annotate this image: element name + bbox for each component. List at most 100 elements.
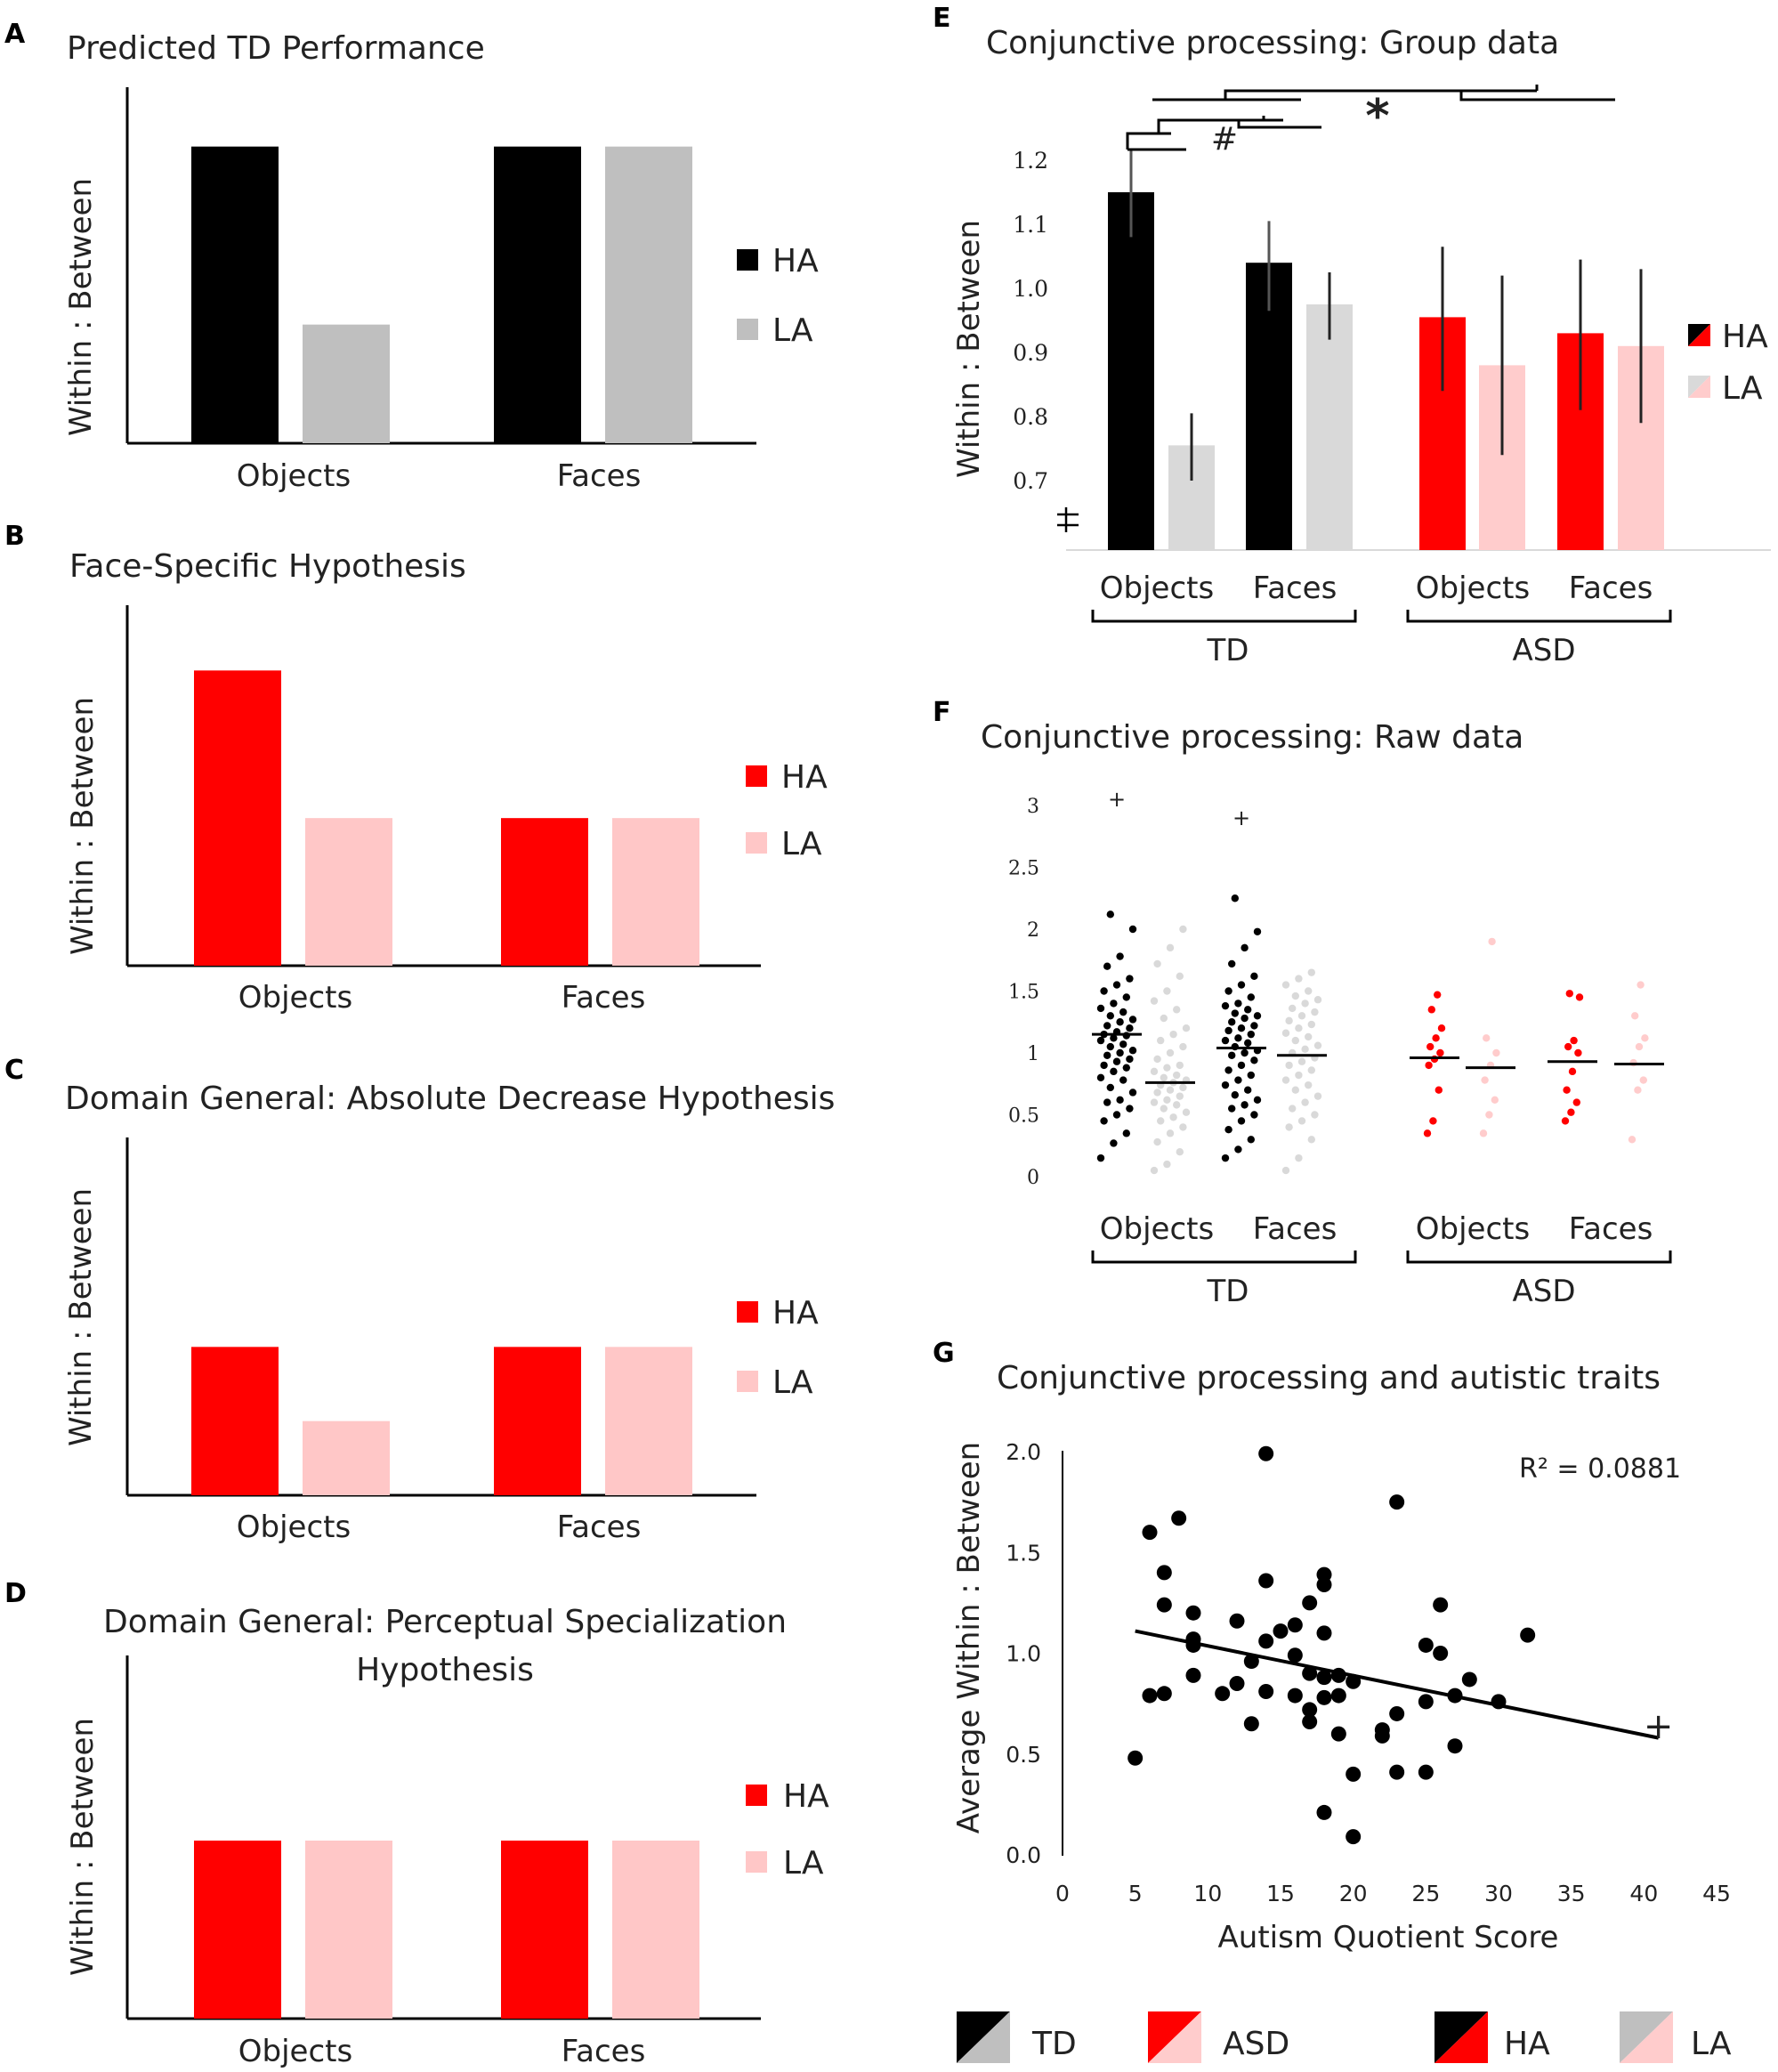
panel-f-point bbox=[1301, 1045, 1309, 1054]
panel-f-point bbox=[1563, 1086, 1571, 1094]
panel-b-bar-objects-la bbox=[305, 818, 392, 966]
panel-b-cat-objects: Objects bbox=[238, 980, 352, 1016]
panel-d-legend-ha: HA bbox=[783, 1778, 829, 1815]
panel-f-point bbox=[1128, 925, 1137, 934]
panel-e-sig-hash: # bbox=[1211, 121, 1238, 158]
panel-f-point bbox=[1434, 991, 1442, 999]
panel-f-point bbox=[1281, 1166, 1290, 1175]
panel-f-point bbox=[1096, 1004, 1105, 1013]
panel-f-point bbox=[1160, 1073, 1168, 1082]
panel-f-point bbox=[1241, 1048, 1249, 1057]
panel-f-point bbox=[1641, 1034, 1649, 1042]
panel-f-point bbox=[1128, 1089, 1137, 1097]
panel-f-point bbox=[1182, 1108, 1191, 1116]
panel-f-point bbox=[1221, 1001, 1230, 1010]
panel-f-group-asd: ASD bbox=[1512, 1274, 1575, 1309]
bottom-legend-asd: ASD bbox=[1223, 2026, 1289, 2062]
panel-f-point bbox=[1570, 1036, 1578, 1045]
panel-e-group-bracket-asd bbox=[1406, 610, 1672, 623]
bottom-legend-td-swatch-la bbox=[957, 2011, 1010, 2063]
panel-f-title: Conjunctive processing: Raw data bbox=[981, 719, 1523, 756]
panel-f-point bbox=[1122, 1064, 1131, 1072]
panel-g-point bbox=[1418, 1694, 1434, 1710]
panel-g-point bbox=[1287, 1647, 1303, 1663]
panel-f-point bbox=[1289, 1004, 1297, 1013]
panel-f-point bbox=[1253, 927, 1262, 935]
panel-c-bar-faces-ha bbox=[494, 1347, 581, 1495]
panel-g-ytick-0: 2.0 bbox=[1006, 1439, 1041, 1465]
panel-g-point bbox=[1243, 1654, 1259, 1670]
panel-f-point bbox=[1426, 1042, 1435, 1051]
panel-c-bar-faces-la bbox=[605, 1347, 692, 1495]
panel-d-title-line1: Domain General: Perceptual Specializatio… bbox=[103, 1604, 787, 1640]
panel-f-point bbox=[1572, 1098, 1581, 1106]
panel-f-point bbox=[1173, 1006, 1181, 1014]
panel-f-point bbox=[1173, 1101, 1181, 1109]
panel-f-point bbox=[1106, 1083, 1115, 1092]
panel-f-point bbox=[1492, 1048, 1500, 1057]
panel-f-point bbox=[1112, 1111, 1121, 1119]
panel-g-point bbox=[1156, 1686, 1172, 1702]
panel-f-point bbox=[1305, 1081, 1313, 1089]
panel-f-point bbox=[1166, 1129, 1175, 1137]
panel-f-point bbox=[1228, 959, 1236, 968]
panel-f-point bbox=[1122, 1129, 1131, 1137]
panel-g-point bbox=[1258, 1573, 1274, 1589]
panel-g-point bbox=[1215, 1686, 1231, 1702]
panel-f-point bbox=[1427, 1006, 1436, 1014]
panel-f-point bbox=[1103, 1051, 1111, 1059]
panel-b-title: Face-Specific Hypothesis bbox=[69, 548, 466, 585]
panel-f-point bbox=[1247, 1071, 1256, 1080]
panel-g-xtick-1: 5 bbox=[1128, 1881, 1143, 1906]
bottom-legend-asd-swatch-la bbox=[1148, 2011, 1201, 2063]
panel-f-point bbox=[1096, 1073, 1105, 1082]
panel-f-point bbox=[1237, 1024, 1246, 1032]
panel-f-point bbox=[1153, 1055, 1161, 1064]
panel-f-point bbox=[1103, 962, 1111, 970]
panel-f-ytick-3: 1.5 bbox=[1008, 982, 1039, 1004]
panel-g-point bbox=[1156, 1565, 1172, 1581]
panel-b-legend-la-swatch bbox=[746, 832, 767, 854]
panel-e-bar-td-objects-ha bbox=[1108, 192, 1154, 550]
panel-f-point bbox=[1100, 1117, 1108, 1125]
panel-e-legend-ha-swatch-asd bbox=[1688, 324, 1710, 346]
panel-f-point bbox=[1297, 1012, 1306, 1020]
panel-g-point bbox=[1316, 1576, 1332, 1592]
panel-f-point bbox=[1307, 1020, 1316, 1029]
panel-d-bar-faces-la bbox=[612, 1841, 699, 2019]
panel-c-cat-faces: Faces bbox=[557, 1509, 642, 1545]
panel-e-ylabel: Within : Between bbox=[951, 220, 987, 478]
panel-f-point bbox=[1564, 1042, 1572, 1051]
panel-f-point bbox=[1568, 1067, 1577, 1076]
panel-d: D Domain General: Perceptual Specializat… bbox=[4, 1578, 829, 2069]
panel-f-group-bracket-td bbox=[1091, 1250, 1357, 1264]
panel-d-bars bbox=[194, 1841, 699, 2019]
panel-f-ytick-2: 2 bbox=[1027, 919, 1039, 942]
panel-e-bracket-star bbox=[1152, 85, 1615, 101]
panel-g-point bbox=[1142, 1688, 1158, 1704]
bottom-legend-td: TD bbox=[1031, 2026, 1077, 2062]
panel-g-ytick-1: 1.5 bbox=[1006, 1540, 1041, 1566]
panel-f-point bbox=[1231, 1091, 1240, 1099]
panel-c-legend-ha: HA bbox=[772, 1295, 819, 1331]
panel-f-point bbox=[1281, 1029, 1290, 1037]
panel-f-point bbox=[1176, 1148, 1184, 1156]
panel-f-point bbox=[1221, 1081, 1230, 1089]
panel-f-point bbox=[1247, 1136, 1256, 1144]
panel-b-legend-ha-swatch bbox=[746, 765, 767, 787]
panel-f-point bbox=[1173, 1071, 1181, 1080]
panel-a-cat-faces: Faces bbox=[557, 458, 642, 494]
panel-g-point bbox=[1243, 1716, 1259, 1732]
panel-f-point bbox=[1313, 1092, 1322, 1100]
panel-f-point bbox=[1432, 1034, 1440, 1042]
panel-g-point bbox=[1302, 1595, 1318, 1611]
panel-f-ytick-1: 2.5 bbox=[1008, 858, 1039, 880]
panel-a-bar-faces-la bbox=[605, 146, 692, 443]
panel-f-point bbox=[1157, 1117, 1165, 1125]
panel-g-point bbox=[1273, 1623, 1289, 1639]
panel-c-legend-la-swatch bbox=[737, 1371, 758, 1392]
panel-f-point bbox=[1634, 1086, 1642, 1094]
panel-g-point bbox=[1127, 1750, 1144, 1766]
panel-f-point bbox=[1110, 1034, 1118, 1042]
